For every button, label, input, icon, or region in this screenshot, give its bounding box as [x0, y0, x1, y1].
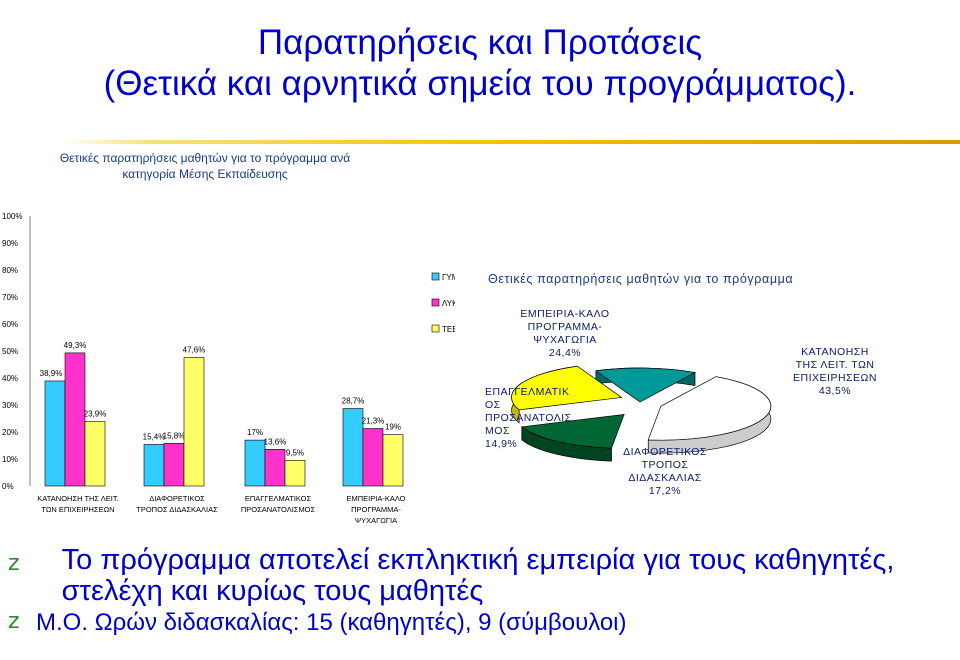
bar-data-label: 49,3%: [64, 341, 87, 350]
slide-title: Παρατηρήσεις και Προτάσεις (Θετικά και α…: [40, 22, 920, 104]
pie-slice-label: ΤΡΟΠΟΣ: [642, 459, 689, 471]
pie-slice-label: ΔΙΑΦΟΡΕΤΙΚΟΣ: [623, 446, 707, 458]
bar: [64, 352, 86, 487]
category-label: ΤΡΟΠΟΣ ΔΙΔΑΣΚΑΛΙΑΣ: [136, 505, 218, 514]
pie-slice-label: ΠΡΟΣΑΝΑΤΟΛΙΣ: [485, 412, 572, 424]
bar-data-label: 38,9%: [40, 369, 63, 378]
accent-line: [60, 140, 960, 144]
bullet-item: z Το πρόγραμμα αποτελεί εκπληκτική εμπει…: [8, 545, 948, 607]
pie-slice-label: 43,5%: [819, 385, 851, 397]
pie-group: [511, 365, 772, 462]
bar: [84, 421, 106, 487]
y-tick-label: 30%: [2, 401, 18, 410]
pie-chart: Θετικές παρατηρήσεις μαθητών για το πρόγ…: [485, 272, 877, 497]
bar: [143, 444, 165, 487]
bar-data-label: 9,5%: [286, 448, 304, 457]
bar: [44, 380, 66, 487]
legend-label: ΤΕΕ: [442, 325, 455, 334]
bar-data-label: 23,9%: [84, 409, 107, 418]
category-label: ΠΡΟΓΡΑΜΜΑ-: [351, 505, 401, 514]
bar-data-label: 28,7%: [342, 397, 365, 406]
pie-slice-label: ΕΠΑΓΓΕΛΜΑΤΙΚ: [485, 386, 569, 398]
y-tick-label: 80%: [2, 266, 18, 275]
bar-data-label: 17%: [247, 428, 263, 437]
bar: [244, 439, 266, 487]
legend-swatch: [431, 272, 440, 281]
y-tick-label: 50%: [2, 347, 18, 356]
pie-slice-label: ΠΡΟΓΡΑΜΜΑ-: [528, 321, 603, 333]
pie-slice-label: 14,9%: [485, 438, 517, 450]
y-tick-label: 100%: [2, 212, 22, 221]
legend-swatch: [431, 298, 440, 307]
category-label: ΤΩΝ ΕΠΙΧΕΙΡΗΣΕΩΝ: [41, 505, 114, 514]
bar-data-label: 21,3%: [362, 416, 385, 425]
pie-slice-label: 24,4%: [549, 347, 581, 359]
pie-slice: [647, 376, 772, 441]
bar-chart-title: κατηγορία Μέσης Εκπαίδευσης: [122, 167, 288, 181]
pie-slice: [594, 367, 697, 403]
y-tick-label: 10%: [2, 455, 18, 464]
bullet-text: Το πρόγραμμα αποτελεί εκπληκτική εμπειρί…: [61, 544, 895, 607]
bullet-icon: z: [8, 609, 20, 634]
bar-data-label: 19%: [385, 423, 401, 432]
pie-slice: [511, 365, 623, 411]
bar: [264, 448, 286, 487]
bullet-item: z Μ.Ο. Ωρών διδασκαλίας: 15 (καθηγητές),…: [8, 607, 948, 639]
pie-slice-label: ΨΥΧΑΓΩΓΙΑ: [533, 334, 597, 346]
bullet-text: Μ.Ο. Ωρών διδασκαλίας: 15 (καθηγητές), 9…: [36, 609, 627, 636]
y-tick-label: 90%: [2, 239, 18, 248]
y-tick-label: 70%: [2, 293, 18, 302]
bar-data-label: 13,6%: [264, 437, 287, 446]
bar: [284, 460, 306, 487]
bar: [183, 357, 205, 487]
pie-slice-label: ΚΑΤΑΝΟΗΣΗ: [801, 346, 869, 358]
bullet-icon: z: [8, 551, 20, 576]
pie-slice-label: 17,2%: [649, 485, 681, 497]
legend-label: ΛΥΚΕΙΟ: [442, 299, 455, 308]
legend-label: ΓΥΜΝΑΣΙΟ: [442, 273, 455, 282]
pie-slice-label: ΜΟΣ: [485, 425, 510, 437]
bar: [382, 434, 404, 487]
y-tick-label: 40%: [2, 374, 18, 383]
category-label: ΚΑΤΑΝΟΗΣΗ ΤΗΣ ΛΕΙΤ.: [37, 494, 118, 503]
y-tick-label: 0%: [2, 482, 14, 491]
bar: [362, 428, 384, 487]
pie-slice: [520, 413, 625, 449]
bar: [342, 408, 364, 487]
pie-slice-label: ΕΜΠΕΙΡΙΑ-ΚΑΛΟ: [520, 308, 609, 320]
pie-slice-label: ΤΗΣ ΛΕΙΤ. ΤΩΝ: [796, 359, 875, 371]
pie-chart-title: Θετικές παρατηρήσεις μαθητών για το πρόγ…: [488, 272, 793, 286]
slide-title-line-2: (Θετικά και αρνητικά σημεία του προγράμμ…: [103, 64, 857, 103]
bullet-list: z Το πρόγραμμα αποτελεί εκπληκτική εμπει…: [8, 545, 948, 639]
legend-swatch: [431, 324, 440, 333]
category-label: ΨΥΧΑΓΩΓΙΑ: [355, 516, 397, 525]
category-label: ΠΡΟΣΑΝΑΤΟΛΙΣΜΟΣ: [241, 505, 316, 514]
slide-title-line-1: Παρατηρήσεις και Προτάσεις: [257, 23, 703, 62]
category-label: ΔΙΑΦΟΡΕΤΙΚΟΣ: [149, 494, 205, 503]
y-tick-label: 20%: [2, 428, 18, 437]
pie-slice-label: ΕΠΙΧΕΙΡΗΣΕΩΝ: [793, 372, 877, 384]
bar-data-label: 15,4%: [143, 432, 166, 441]
bar: [163, 443, 185, 487]
y-tick-label: 60%: [2, 320, 18, 329]
category-label: ΕΠΑΓΓΕΛΜΑΤΙΚΟΣ: [245, 494, 312, 503]
pie-slice-label: ΟΣ: [485, 399, 501, 411]
category-label: ΕΜΠΕΙΡΙΑ-ΚΑΛΟ: [346, 494, 405, 503]
bar-data-label: 15,8%: [163, 431, 186, 440]
bar-data-label: 47,6%: [183, 345, 206, 354]
bar-chart: Θετικές παρατηρήσεις μαθητών για το πρόγ…: [2, 151, 455, 525]
bar-chart-title: Θετικές παρατηρήσεις μαθητών για το πρόγ…: [60, 151, 350, 165]
pie-slice-label: ΔΙΔΑΣΚΑΛΙΑΣ: [628, 472, 701, 484]
